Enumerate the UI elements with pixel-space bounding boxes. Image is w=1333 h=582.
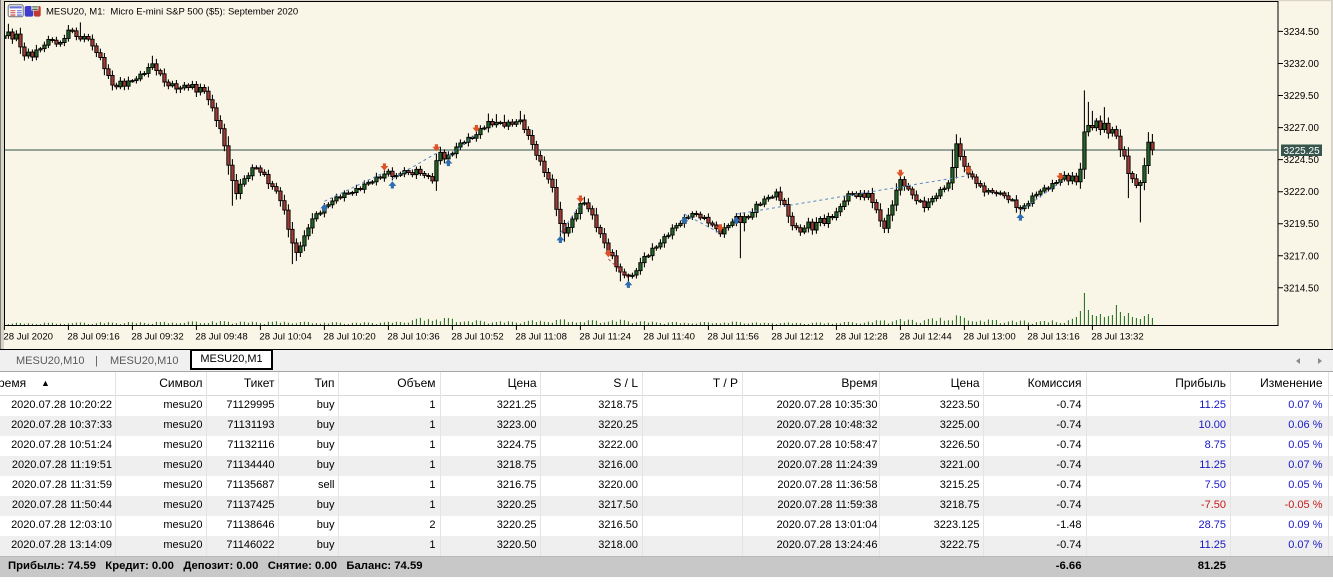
svg-text:28 Jul 10:36: 28 Jul 10:36 [387, 332, 439, 343]
svg-text:28 Jul 09:32: 28 Jul 09:32 [131, 332, 183, 343]
svg-text:28 Jul 11:40: 28 Jul 11:40 [643, 332, 695, 343]
svg-text:28 Jul 09:48: 28 Jul 09:48 [195, 332, 247, 343]
svg-text:3219.50: 3219.50 [1284, 219, 1320, 230]
svg-text:3227.00: 3227.00 [1284, 123, 1320, 134]
svg-text:3214.50: 3214.50 [1284, 283, 1320, 294]
svg-text:MESU20, M1: Micro E-mini S&P: MESU20, M1: Micro E-mini S&P 500 ($5): S… [46, 7, 298, 18]
svg-text:28 Jul 12:44: 28 Jul 12:44 [899, 332, 952, 343]
svg-text:28 Jul 12:28: 28 Jul 12:28 [835, 332, 887, 343]
svg-text:3224.50: 3224.50 [1284, 155, 1320, 166]
svg-text:28 Jul 10:20: 28 Jul 10:20 [323, 332, 375, 343]
svg-text:28 Jul 10:52: 28 Jul 10:52 [451, 332, 503, 343]
svg-text:3229.50: 3229.50 [1284, 91, 1320, 102]
svg-text:28 Jul 09:16: 28 Jul 09:16 [67, 332, 119, 343]
svg-text:28 Jul 11:24: 28 Jul 11:24 [579, 332, 631, 343]
svg-text:3222.00: 3222.00 [1284, 187, 1320, 198]
svg-text:3234.50: 3234.50 [1284, 27, 1320, 38]
svg-text:28 Jul 13:00: 28 Jul 13:00 [963, 332, 1015, 343]
svg-text:28 Jul 13:32: 28 Jul 13:32 [1091, 332, 1143, 343]
svg-text:28 Jul 10:04: 28 Jul 10:04 [259, 332, 312, 343]
svg-text:28 Jul 2020: 28 Jul 2020 [3, 332, 53, 343]
svg-text:28 Jul 12:12: 28 Jul 12:12 [771, 332, 823, 343]
svg-text:28 Jul 11:56: 28 Jul 11:56 [707, 332, 759, 343]
svg-text:3232.00: 3232.00 [1284, 59, 1320, 70]
svg-text:28 Jul 13:16: 28 Jul 13:16 [1027, 332, 1079, 343]
svg-text:3217.00: 3217.00 [1284, 251, 1320, 262]
svg-text:3225.25: 3225.25 [1284, 146, 1321, 157]
svg-text:28 Jul 11:08: 28 Jul 11:08 [515, 332, 567, 343]
